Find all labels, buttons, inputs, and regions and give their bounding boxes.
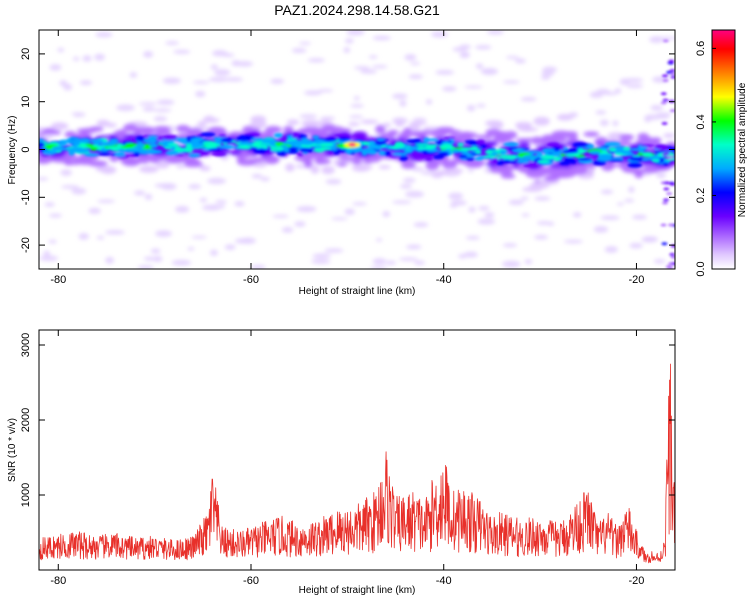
spectrogram-panel: -80 -60 -40 -20 20 10 0 -10 -20 Height of strai… xyxy=(7,29,676,297)
spectrogram-y-tick-label: -20 xyxy=(20,237,32,253)
spectrogram-x-tick-label: -40 xyxy=(436,274,452,286)
snr-y-tick-label: 3000 xyxy=(20,333,32,357)
spectrogram-y-tick-label: 0 xyxy=(20,146,32,152)
snr-x-tick-label: -40 xyxy=(436,575,452,587)
colorbar-tick-label: 0.4 xyxy=(695,114,707,129)
spectrogram-x-ticks: -80 -60 -40 -20 xyxy=(50,30,644,286)
colorbar-tick-label: 0.6 xyxy=(695,41,707,56)
colorbar-ticks: 0.0 0.2 0.4 0.6 xyxy=(695,41,716,277)
snr-series-line xyxy=(39,363,675,564)
snr-y-ticks: 1000 2000 3000 xyxy=(20,333,675,507)
colorbar-tick-label: 0.0 xyxy=(695,261,707,276)
snr-x-tick-label: -60 xyxy=(243,575,259,587)
spectrogram-x-tick-label: -20 xyxy=(629,274,645,286)
spectrogram-y-ticks: 20 10 0 -10 -20 xyxy=(20,48,675,253)
spectrogram-y-tick-label: 20 xyxy=(20,48,32,60)
colorbar-tick-label: 0.2 xyxy=(695,188,707,203)
snr-frame xyxy=(38,329,676,571)
snr-x-ticks: -80 -60 -40 -20 xyxy=(50,330,644,587)
snr-y-axis-label: SNR (10 * v/v) xyxy=(7,418,18,482)
snr-x-axis-label: Height of straight line (km) xyxy=(299,585,416,596)
colorbar-gradient xyxy=(711,29,736,270)
snr-x-tick-label: -20 xyxy=(629,575,645,587)
snr-panel: -80 -60 -40 -20 1000 2000 3000 Height of stra… xyxy=(7,329,676,596)
snr-x-tick-label: -80 xyxy=(50,575,66,587)
colorbar-label: Normalized spectral amplitude xyxy=(737,82,748,217)
figure-title: PAZ1.2024.298.14.58.G21 xyxy=(274,2,440,18)
spectrogram-y-tick-label: -10 xyxy=(20,189,32,205)
snr-y-tick-label: 2000 xyxy=(20,408,32,432)
spectrogram-x-tick-label: -60 xyxy=(243,274,259,286)
spectrogram-x-axis-label: Height of straight line (km) xyxy=(299,286,416,297)
spectrogram-heatmap xyxy=(39,30,675,269)
snr-y-tick-label: 1000 xyxy=(20,483,32,507)
spectrogram-y-tick-label: 10 xyxy=(20,96,32,108)
spectrogram-x-tick-label: -80 xyxy=(50,274,66,286)
spectrogram-y-axis-label: Frequency (Hz) xyxy=(7,116,18,185)
colorbar: 0.0 0.2 0.4 0.6 Normalized spectral amplitu… xyxy=(695,29,748,277)
spectrogram-peak xyxy=(348,142,357,147)
